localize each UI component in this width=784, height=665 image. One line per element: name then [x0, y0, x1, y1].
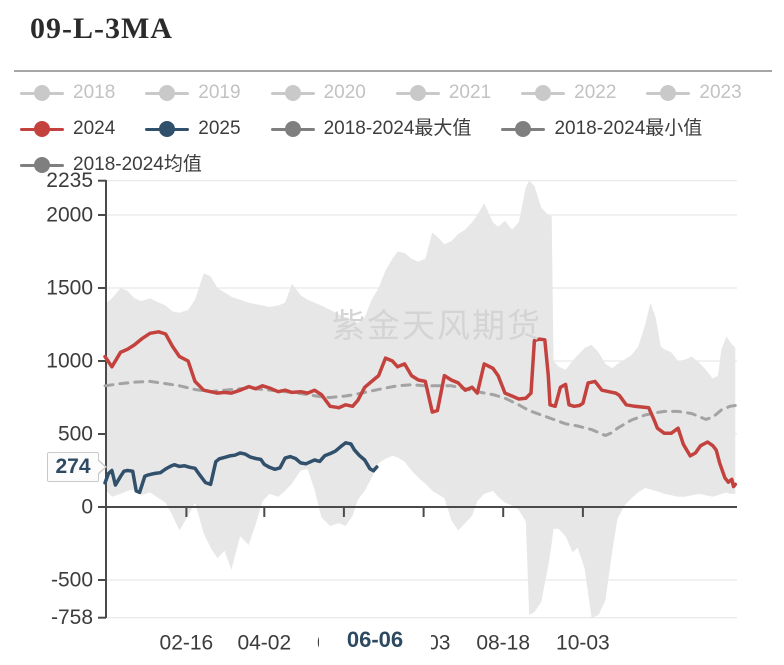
legend-label: 2020: [323, 82, 366, 103]
current-value-badge: 274: [47, 452, 99, 482]
minmax-band: [105, 180, 736, 618]
x-tick-label: 10-03: [556, 632, 610, 655]
legend-item-2019[interactable]: 2019: [145, 82, 241, 103]
y-tick-label: 0: [81, 496, 93, 519]
legend-item-2018-2024最小值[interactable]: 2018-2024最小值: [501, 119, 702, 138]
legend: 2018 2019 2020 2021 2022 2023 2024 2025 2018-202…: [20, 77, 742, 185]
y-tick-label: 2235: [46, 169, 93, 192]
legend-label: 2018-2024最大值: [323, 118, 472, 139]
legend-label: 2022: [574, 82, 617, 103]
legend-item-2022[interactable]: 2022: [521, 83, 616, 102]
legend-item-2020[interactable]: 2020: [270, 82, 366, 103]
legend-label: 2018: [73, 82, 116, 103]
legend-marker-icon: [270, 84, 315, 101]
x-tick-label: 02-16: [160, 632, 214, 655]
legend-marker-icon: [270, 120, 315, 137]
legend-marker-icon: [646, 84, 691, 101]
y-tick-label: 1500: [46, 277, 93, 300]
watermark: 紫金天风期货: [332, 307, 542, 344]
series-line-2024[interactable]: [103, 330, 738, 489]
legend-marker-icon: [20, 120, 64, 137]
current-date-badge: 06-06: [319, 624, 431, 656]
legend-item-2018[interactable]: 2018: [20, 83, 115, 102]
legend-row: 2024 2025 2018-2024最大值 2018-2024最小值: [20, 113, 742, 144]
legend-marker-icon: [395, 84, 440, 101]
legend-marker-icon: [521, 84, 566, 101]
y-tick-label: -500: [51, 569, 93, 592]
legend-row: 2018 2019 2020 2021 2022 2023: [20, 77, 742, 108]
legend-item-2021[interactable]: 2021: [395, 82, 492, 103]
legend-item-2025[interactable]: 2025: [145, 118, 241, 139]
legend-label: 2025: [198, 118, 241, 139]
legend-item-2023[interactable]: 2023: [646, 82, 742, 103]
legend-item-2018-2024均值[interactable]: 2018-2024均值: [20, 155, 202, 174]
x-tick-label: 04-02: [237, 632, 291, 655]
legend-marker-icon: [20, 156, 64, 173]
y-tick-label: 1000: [46, 350, 93, 373]
legend-label: 2018-2024均值: [73, 154, 202, 175]
legend-label: 2018-2024最小值: [554, 118, 703, 139]
legend-marker-icon: [145, 84, 190, 101]
y-tick-label: 2000: [46, 204, 93, 227]
series-line-2025[interactable]: [103, 441, 379, 495]
legend-label: 2021: [448, 82, 492, 103]
legend-label: 2024: [73, 118, 116, 139]
legend-row: 2018-2024均值: [20, 149, 742, 180]
title-divider: [14, 70, 772, 72]
legend-label: 2023: [699, 82, 742, 103]
legend-marker-icon: [501, 120, 546, 137]
x-tick-label: 08-18: [476, 632, 530, 655]
legend-item-2018-2024最大值[interactable]: 2018-2024最大值: [270, 118, 472, 139]
page-title: 09-L-3MA: [30, 12, 173, 45]
legend-label: 2019: [198, 82, 241, 103]
y-tick-label: 500: [58, 423, 93, 446]
y-tick-label: -758: [51, 606, 93, 629]
legend-marker-icon: [145, 120, 190, 137]
legend-item-2024[interactable]: 2024: [20, 119, 115, 138]
legend-marker-icon: [20, 84, 64, 101]
